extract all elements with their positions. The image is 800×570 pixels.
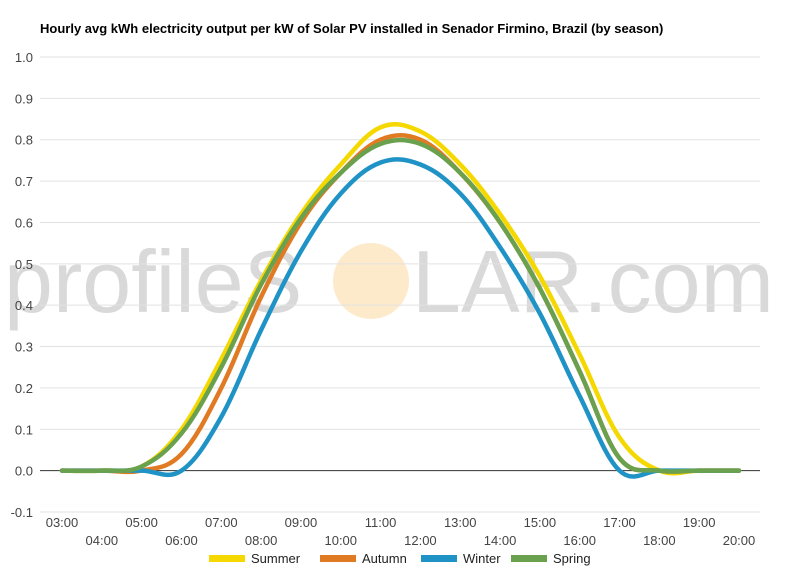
x-tick-label: 05:00 [125, 515, 158, 530]
watermark-sun-logo [333, 243, 409, 319]
x-tick-label: 13:00 [444, 515, 477, 530]
x-tick-label: 12:00 [404, 533, 437, 548]
y-tick-label: 0.1 [15, 422, 33, 437]
x-tick-label: 14:00 [484, 533, 517, 548]
legend-swatch-summer [209, 555, 245, 562]
legend-swatch-autumn [320, 555, 356, 562]
x-tick-label: 03:00 [46, 515, 79, 530]
legend-swatch-spring [511, 555, 547, 562]
y-tick-label: 0.8 [15, 133, 33, 148]
y-tick-label: 1.0 [15, 50, 33, 65]
x-tick-label: 15:00 [524, 515, 557, 530]
y-tick-label: 0.0 [15, 464, 33, 479]
x-tick-label: 04:00 [86, 533, 119, 548]
legend-label-spring: Spring [553, 551, 591, 566]
y-tick-label: 0.6 [15, 215, 33, 230]
series-lines [59, 122, 742, 479]
y-tick-label: 0.5 [15, 257, 33, 272]
x-tick-label: 17:00 [603, 515, 636, 530]
watermark: profileS LAR.com [4, 232, 774, 331]
gridlines [40, 56, 760, 513]
x-tick-label: 18:00 [643, 533, 676, 548]
x-tick-label: 08:00 [245, 533, 278, 548]
legend: Summer Autumn Winter Spring [209, 551, 591, 566]
legend-label-autumn: Autumn [362, 551, 407, 566]
x-tick-label: 11:00 [365, 515, 397, 530]
y-tick-label: 0.9 [15, 91, 33, 106]
series-line-spring [59, 137, 742, 474]
y-tick-label: 0.2 [15, 381, 33, 396]
y-tick-label: 0.7 [15, 174, 33, 189]
legend-label-winter: Winter [463, 551, 501, 566]
y-axis: -0.1 0.0 0.1 0.2 0.3 0.4 0.5 0.6 0.7 0.8 0.9 1.0 [11, 50, 33, 520]
series-line-summer [59, 122, 742, 476]
x-axis: 03:00 04:00 05:00 06:00 07:00 08:00 09:00 10:00… [46, 515, 756, 548]
y-tick-label: -0.1 [11, 505, 33, 520]
x-tick-label: 20:00 [723, 533, 756, 548]
x-tick-label: 09:00 [285, 515, 318, 530]
chart-title: Hourly avg kWh electricity output per kW… [40, 21, 663, 36]
legend-label-summer: Summer [251, 551, 301, 566]
y-tick-label: 0.4 [15, 298, 33, 313]
x-tick-label: 16:00 [563, 533, 596, 548]
y-tick-label: 0.3 [15, 340, 33, 355]
series-line-winter [59, 157, 742, 479]
x-tick-label: 06:00 [165, 533, 198, 548]
watermark-text-right: LAR.com [412, 232, 774, 331]
watermark-text-left: profileS [4, 232, 302, 331]
x-tick-label: 07:00 [205, 515, 238, 530]
legend-swatch-winter [421, 555, 457, 562]
x-tick-label: 10:00 [324, 533, 357, 548]
x-tick-label: 19:00 [683, 515, 716, 530]
